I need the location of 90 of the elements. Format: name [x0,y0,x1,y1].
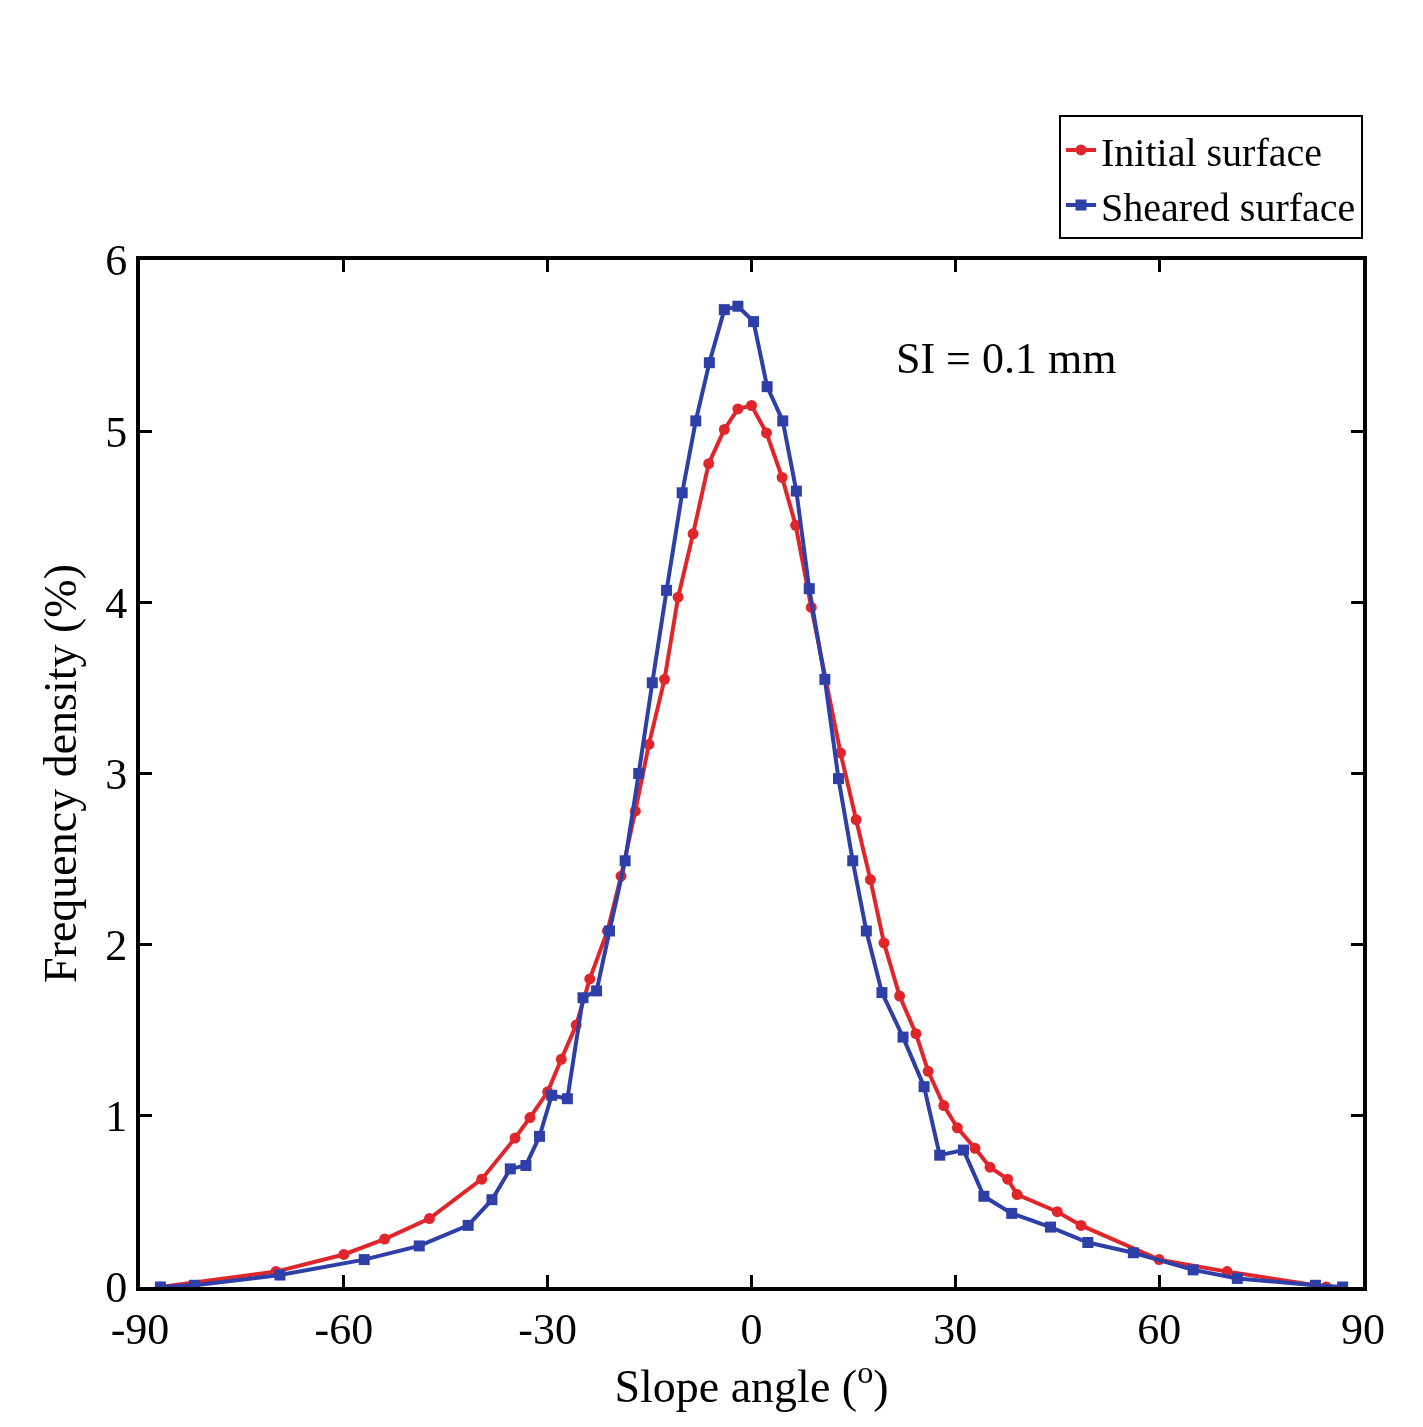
point [661,584,673,596]
point [732,403,744,415]
point [761,381,773,393]
x-tick-label: 30 [933,1304,978,1354]
point [776,471,788,483]
point [790,485,802,497]
point [659,673,671,685]
point [646,677,658,689]
point [423,1213,435,1225]
point [1044,1221,1056,1233]
point [504,1163,516,1175]
point [897,1031,909,1043]
point [1082,1237,1094,1248]
point [1051,1206,1063,1218]
point [984,1161,996,1173]
point [338,1248,350,1260]
point [777,415,789,427]
legend-label: Initial surface [1101,129,1322,175]
point [922,1065,934,1077]
point [847,855,859,867]
point [1002,1173,1014,1185]
point [918,1081,930,1093]
point [546,1089,558,1101]
point [676,487,688,499]
point [577,992,589,1004]
point [718,304,730,316]
point [524,1112,536,1124]
point [1127,1247,1139,1259]
point [819,673,831,685]
y-tick-label: 5 [105,407,128,457]
point [703,357,715,369]
point [1231,1272,1243,1284]
point [584,973,596,985]
point [732,300,744,312]
point [703,458,715,470]
y-axis-title: Frequency density (%) [35,564,87,983]
y-tick-label: 6 [105,236,128,286]
point [876,987,888,999]
point [748,316,760,328]
point [746,399,757,411]
point [910,1028,922,1040]
point [555,1053,567,1065]
point [760,427,772,439]
point [938,1100,950,1112]
point [1006,1207,1018,1219]
y-tick-label: 4 [105,578,128,628]
point [850,814,862,826]
legend-label: Sheared surface [1101,184,1356,230]
point [832,773,844,785]
x-tick-label: 0 [740,1304,763,1354]
point [718,423,730,435]
y-tick-label: 1 [105,1092,128,1142]
point [509,1132,521,1144]
point [1011,1189,1023,1201]
point [413,1240,425,1252]
x-tick-label: -60 [314,1304,374,1354]
point [1187,1264,1199,1276]
annotation: SI = 0.1 mm [896,334,1117,383]
point [957,1144,969,1156]
point [690,415,702,427]
y-tick-label: 3 [105,749,128,799]
point [619,855,631,867]
point [520,1159,532,1171]
x-tick-label: -30 [518,1304,577,1354]
point [633,768,645,779]
y-tick-label: 2 [105,921,128,971]
point [591,985,603,997]
x-tick-label: 60 [1137,1304,1182,1354]
point [476,1173,488,1185]
point [1075,1219,1087,1231]
point [561,1093,573,1105]
point [462,1219,474,1231]
point [687,528,699,540]
point [379,1233,391,1245]
x-tick-label: 90 [1341,1304,1385,1354]
point [894,990,906,1002]
point [934,1149,946,1161]
point [274,1269,286,1281]
point [878,937,890,949]
point [803,583,815,595]
point [672,591,684,603]
point [969,1142,981,1154]
x-axis-title: Slope angle ($^{o}$) [614,1353,889,1413]
point [951,1122,963,1134]
point [358,1254,370,1266]
point [860,925,872,937]
point [534,1130,546,1142]
point [486,1194,498,1206]
point [978,1190,990,1202]
point [864,874,876,886]
